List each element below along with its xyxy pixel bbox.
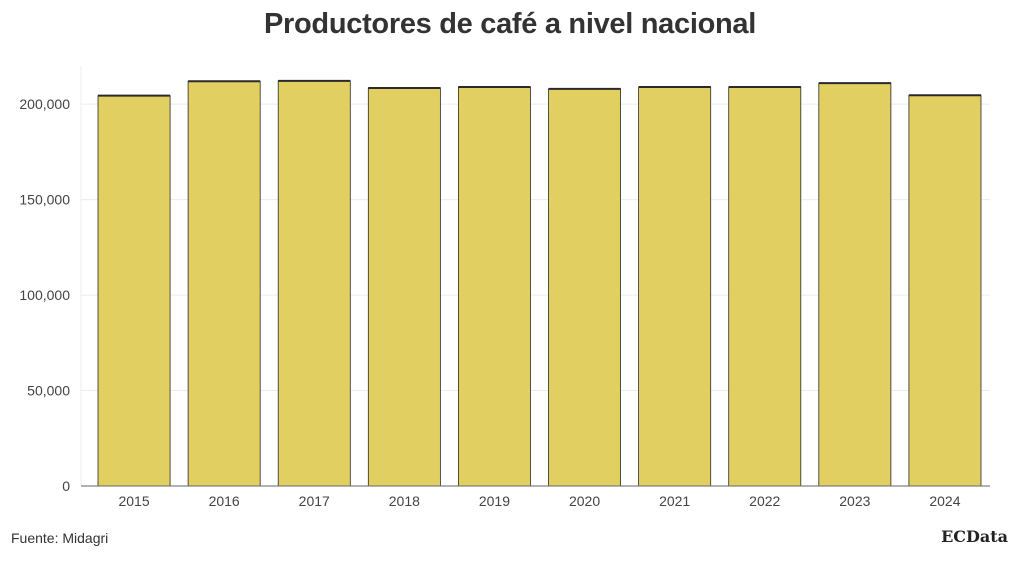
bar: [367, 87, 441, 487]
x-tick-label: 2020: [569, 493, 600, 509]
x-tick-label: 2017: [299, 493, 330, 509]
x-tick-label: 2016: [209, 493, 240, 509]
bar: [458, 86, 531, 487]
y-tick-label: 100,000: [19, 287, 70, 303]
source-note: Fuente: Midagri: [11, 530, 109, 546]
x-tick-label: 2024: [929, 493, 960, 509]
bar: [728, 86, 802, 487]
x-tick-label: 2018: [389, 493, 420, 509]
bar: [818, 82, 892, 487]
axes: [80, 66, 990, 487]
tick-labels: 0 50,000 100,000 150,000 200,000 2015 2016 2017…: [19, 96, 960, 509]
x-tick-label: 2021: [659, 493, 690, 509]
x-tick-label: 2023: [839, 493, 870, 509]
chart-title: Productores de café a nivel nacional: [263, 8, 757, 40]
y-tick-label: 50,000: [27, 383, 70, 399]
bars: [97, 79, 982, 487]
bar: [97, 95, 171, 487]
bar: [548, 88, 621, 487]
y-tick-label: 200,000: [19, 96, 70, 112]
bar: [277, 80, 351, 487]
x-tick-label: 2022: [749, 493, 780, 509]
bar: [908, 94, 982, 487]
x-tick-label: 2019: [479, 493, 510, 509]
y-tick-label: 150,000: [19, 192, 70, 208]
bar: [638, 86, 712, 487]
x-tick-label: 2015: [118, 493, 149, 509]
brand-logo: ECData: [941, 527, 1008, 546]
y-tick-label: 0: [62, 478, 70, 494]
bar: [187, 80, 261, 487]
